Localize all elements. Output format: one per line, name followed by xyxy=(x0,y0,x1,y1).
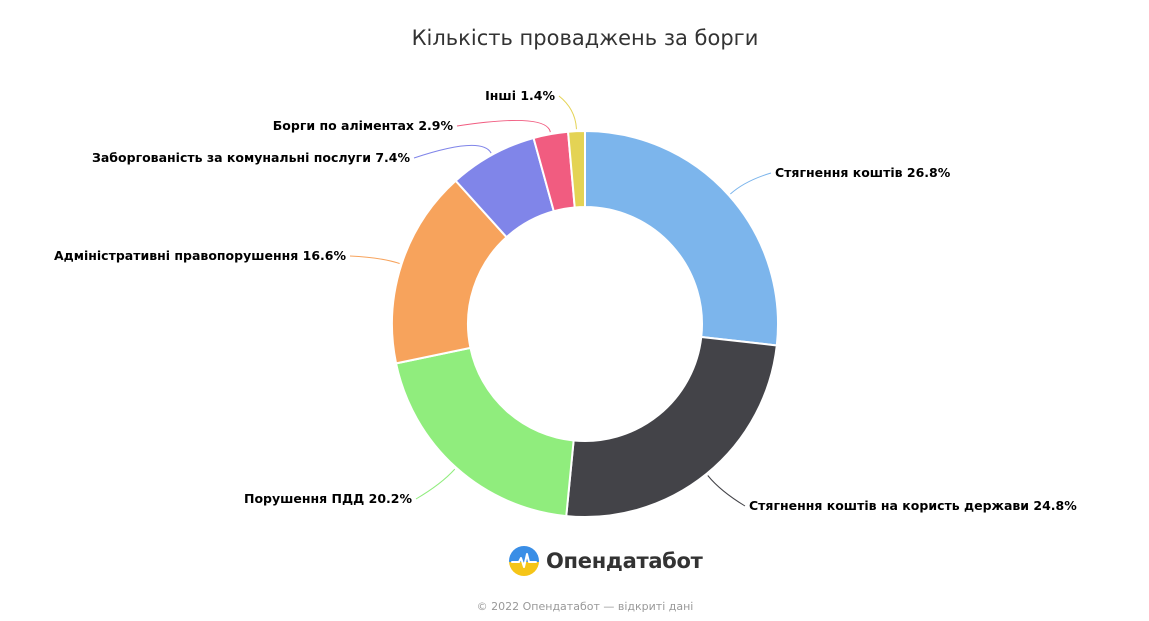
slice-6[interactable] xyxy=(566,129,586,209)
data-label-3: Адміністративні правопорушення 16.6% xyxy=(54,248,346,263)
connector-4 xyxy=(413,144,492,159)
donut-slices xyxy=(391,129,779,518)
connector-1 xyxy=(707,475,746,507)
opendatabot-logo-icon xyxy=(509,546,539,576)
slice-2[interactable] xyxy=(394,346,575,518)
data-label-2: Порушення ПДД 20.2% xyxy=(244,491,412,506)
chart-title: Кількість проваджень за борги xyxy=(411,26,759,50)
data-label-1: Стягнення коштів на користь держави 24.8… xyxy=(749,498,1077,513)
connector-5 xyxy=(456,120,551,133)
slice-1[interactable] xyxy=(565,335,778,518)
data-labels: Стягнення коштів 26.8% Стягнення коштів н… xyxy=(54,88,1077,513)
connector-3 xyxy=(349,255,400,264)
label-connectors xyxy=(349,95,772,507)
connector-2 xyxy=(415,468,456,500)
data-label-4: Заборгованість за комунальні послуги 7.4… xyxy=(92,150,410,165)
connector-0 xyxy=(730,172,772,195)
slice-0[interactable] xyxy=(584,129,779,347)
data-label-5: Борги по аліментах 2.9% xyxy=(273,118,454,133)
data-label-6: Інші 1.4% xyxy=(485,88,555,103)
data-label-0: Стягнення коштів 26.8% xyxy=(775,165,951,180)
brand-name: Опендатабот xyxy=(546,549,703,573)
footer-copyright: © 2022 Опендатабот — відкриті дані xyxy=(476,600,694,613)
connector-6 xyxy=(558,95,577,130)
brand[interactable]: Опендатабот xyxy=(508,545,703,577)
